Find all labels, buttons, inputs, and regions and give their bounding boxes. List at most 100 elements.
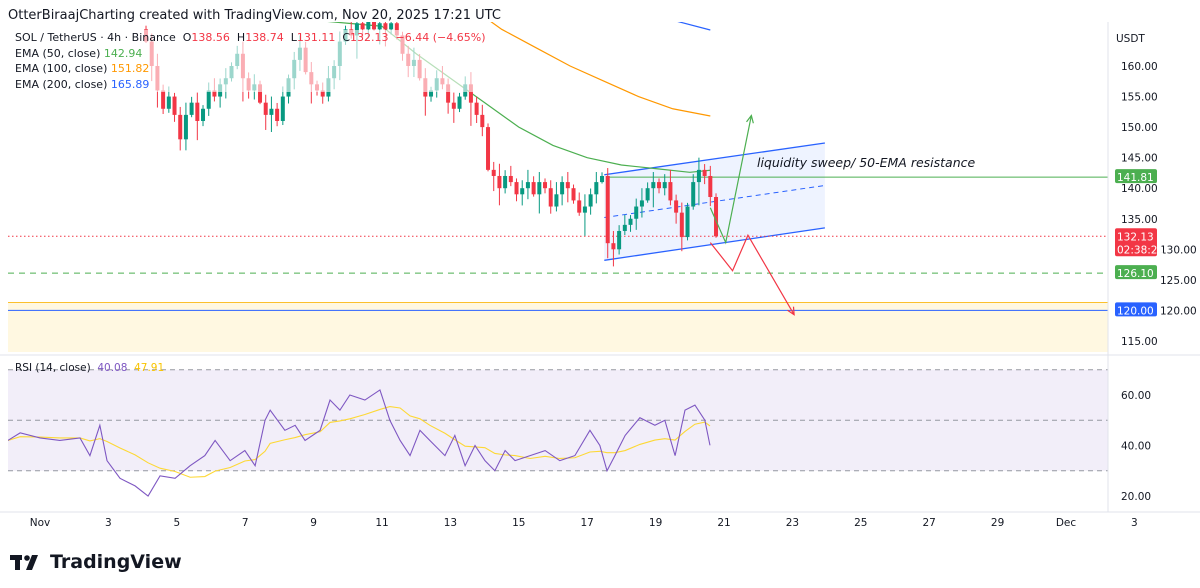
candle: [662, 174, 667, 196]
candle-body: [446, 84, 451, 103]
candle: [275, 102, 280, 127]
candle: [560, 176, 565, 206]
time-tick: 29: [991, 517, 1004, 529]
countdown-label: 02:38:21: [1117, 244, 1164, 256]
candle-body: [486, 127, 491, 170]
candle: [480, 104, 485, 137]
candle-body: [594, 182, 599, 195]
candle: [605, 168, 610, 259]
tradingview-logo-text: TradingView: [50, 551, 182, 573]
rsi-ma-line: [8, 405, 711, 478]
candle-body: [394, 23, 399, 36]
price-tick: 125.00: [1160, 275, 1197, 287]
time-tick: 27: [923, 517, 936, 529]
price-axis-unit: USDT: [1116, 33, 1145, 45]
candle: [514, 178, 519, 202]
candle: [201, 105, 206, 127]
candle: [457, 92, 462, 113]
candle-body: [674, 200, 679, 213]
candle-body: [560, 182, 565, 195]
candle-body: [554, 194, 559, 207]
candle: [571, 184, 576, 204]
candle: [520, 180, 525, 206]
candle: [269, 96, 274, 132]
close-label: C: [342, 31, 351, 44]
time-tick: 5: [173, 517, 180, 529]
candle: [195, 92, 200, 141]
ema100-value: 151.82: [110, 62, 150, 75]
candle: [172, 92, 177, 122]
candle-body: [696, 169, 701, 183]
candle: [451, 92, 456, 123]
rsi-legend[interactable]: RSI (14, close) 40.08 47.91: [15, 362, 164, 374]
candle-body: [491, 169, 496, 176]
ema200-legend[interactable]: EMA (200, close) 165.89: [15, 77, 485, 93]
candle-body: [354, 23, 359, 36]
candle-body: [645, 188, 650, 201]
candle-body: [480, 114, 485, 128]
candle-body: [468, 84, 473, 103]
time-tick: 3: [1131, 517, 1138, 529]
candle-body: [634, 206, 639, 219]
candle-body: [429, 90, 434, 97]
candle-body: [474, 102, 479, 115]
candle-body: [582, 206, 587, 213]
candle-body: [525, 182, 530, 189]
annotation-text: liquidity sweep/ 50-EMA resistance: [757, 155, 975, 170]
rsi-value: 40.08: [97, 362, 128, 374]
price-tick: 135.00: [1121, 214, 1158, 226]
candle-body: [588, 194, 593, 207]
price-label-126.10: 126.10: [1117, 268, 1154, 280]
price-label-132.13: 132.13: [1117, 231, 1154, 243]
ema200-value: 165.89: [110, 77, 150, 91]
candle-body: [166, 96, 171, 109]
candle-body: [708, 175, 713, 197]
candle-body: [451, 102, 456, 109]
candle-body: [565, 182, 570, 189]
candle: [651, 172, 656, 208]
price-tick: 130.00: [1160, 244, 1197, 256]
rsi-ma-value: 47.91: [134, 362, 165, 374]
candle: [508, 165, 513, 187]
candle: [708, 165, 713, 207]
time-tick: 13: [444, 517, 457, 529]
ema100-label: EMA (100, close): [15, 62, 108, 75]
price-tick: 145.00: [1121, 153, 1158, 165]
candle: [577, 192, 582, 216]
candle-body: [577, 200, 582, 213]
symbol-legend[interactable]: SOL / TetherUS · 4h · Binance O138.56 H1…: [15, 30, 485, 46]
open-label: O: [182, 31, 192, 44]
price-label-bg-120.00: [1115, 302, 1157, 317]
channel-upper-line: [604, 142, 825, 176]
candle-body: [360, 23, 365, 30]
candle-body: [389, 23, 394, 30]
candle: [702, 164, 707, 185]
candle-body: [372, 22, 377, 30]
candle-body: [537, 182, 542, 195]
channel-lower-line: [604, 227, 825, 261]
candle-body: [366, 22, 371, 30]
ema100-line: [490, 22, 711, 117]
candle-body: [183, 114, 188, 140]
ema100-legend[interactable]: EMA (100, close) 151.82: [15, 61, 485, 77]
tradingview-logo[interactable]: TradingView: [10, 551, 182, 573]
candle-body: [457, 96, 462, 109]
change-value: −6.44 (−4.65%): [395, 31, 486, 44]
candle-body: [657, 182, 662, 189]
ema50-legend[interactable]: EMA (50, close) 142.94: [15, 46, 485, 62]
candle: [668, 169, 673, 206]
candle: [679, 202, 684, 252]
candle-body: [178, 114, 183, 140]
candle: [594, 172, 599, 204]
tradingview-logo-icon: [10, 555, 38, 570]
candle-body: [258, 84, 263, 103]
candle-body: [543, 182, 548, 189]
candle-body: [622, 224, 627, 231]
candle: [491, 161, 496, 192]
candle-body: [662, 182, 667, 189]
time-tick: 21: [717, 517, 730, 529]
candle: [554, 182, 559, 212]
candle: [714, 193, 719, 238]
candle-body: [212, 90, 217, 97]
